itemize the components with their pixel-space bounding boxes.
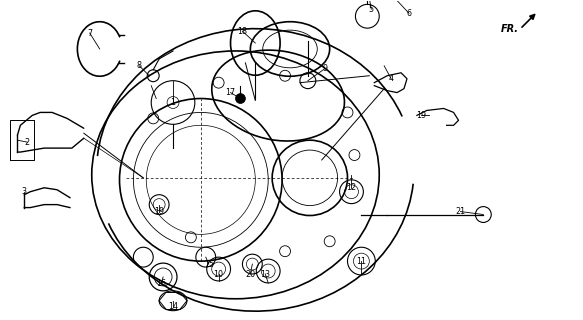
Text: 3: 3 <box>22 187 27 196</box>
Text: 19: 19 <box>154 207 164 216</box>
Text: 16: 16 <box>156 279 166 288</box>
Text: 20: 20 <box>245 269 255 278</box>
Text: 7: 7 <box>87 28 92 38</box>
Text: 6: 6 <box>406 9 412 18</box>
Text: FR.: FR. <box>501 24 519 34</box>
Text: 1: 1 <box>171 98 175 107</box>
Text: 10: 10 <box>213 269 224 278</box>
Text: 14: 14 <box>168 302 178 311</box>
Text: 15: 15 <box>203 260 214 268</box>
Text: 13: 13 <box>260 269 271 278</box>
Text: 18: 18 <box>237 27 247 36</box>
Circle shape <box>236 93 245 103</box>
Text: 17: 17 <box>226 88 236 97</box>
Text: 4: 4 <box>389 74 394 83</box>
Text: 11: 11 <box>356 257 366 266</box>
Text: 8: 8 <box>137 61 142 70</box>
Text: 12: 12 <box>346 183 357 192</box>
Text: 5: 5 <box>368 5 374 14</box>
Text: 9: 9 <box>322 64 327 73</box>
Text: 19: 19 <box>416 111 426 120</box>
Text: 21: 21 <box>455 207 466 216</box>
Text: 2: 2 <box>24 138 30 147</box>
